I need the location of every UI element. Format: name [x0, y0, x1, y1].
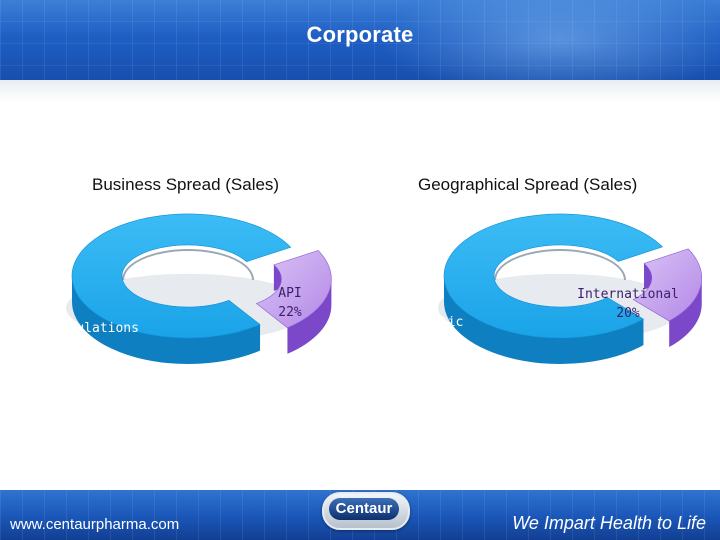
slice-api [255, 250, 332, 354]
slice-side-formulations [72, 276, 261, 364]
business-spread-donut: Formulations 78% API 22% [45, 213, 332, 364]
page-title: Corporate [306, 22, 414, 47]
slice-international [632, 248, 702, 348]
slice-side-domestic [444, 276, 644, 364]
slice-domestic [443, 213, 663, 339]
slice-label-international: International [577, 287, 679, 302]
header-banner: Corporate [0, 0, 720, 80]
geographical-spread-donut: Domestic 80% International 20% [401, 213, 702, 364]
header-glow [380, 0, 720, 80]
slice-value-formulations: 78% [80, 340, 104, 355]
slice-formulations [71, 213, 292, 339]
header-grid-pattern [0, 0, 720, 80]
slice-value-international: 20% [616, 306, 640, 321]
slice-value-domestic: 80% [420, 334, 444, 349]
chart-title-business: Business Spread (Sales) [92, 175, 280, 194]
website-link[interactable]: www.centaurpharma.com [10, 516, 180, 533]
centaur-logo: Centaur [322, 492, 410, 530]
tagline: We Impart Health to Life [512, 513, 706, 533]
header-shadow-band [0, 80, 720, 102]
slice-label-api: API [278, 286, 301, 301]
slice-label-domestic: Domestic [401, 315, 464, 330]
chart-title-geographical: Geographical Spread (Sales) [418, 175, 638, 194]
logo-text: Centaur [329, 498, 399, 520]
slice-value-api: 22% [278, 305, 302, 320]
slice-label-formulations: Formulations [45, 321, 139, 336]
